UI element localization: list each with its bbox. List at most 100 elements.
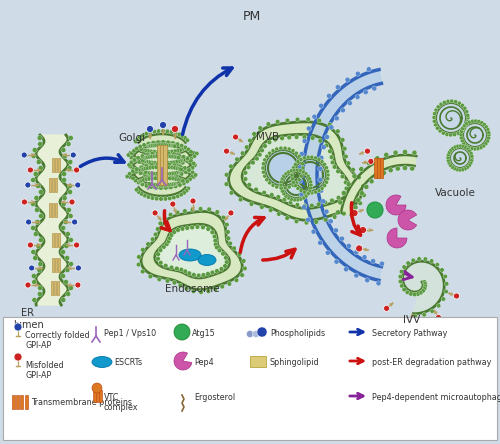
Polygon shape bbox=[130, 167, 194, 180]
Circle shape bbox=[192, 273, 196, 277]
Circle shape bbox=[262, 174, 266, 178]
Circle shape bbox=[156, 252, 160, 257]
Circle shape bbox=[174, 184, 178, 189]
Circle shape bbox=[332, 165, 337, 169]
Circle shape bbox=[144, 184, 148, 188]
Circle shape bbox=[142, 194, 147, 198]
Circle shape bbox=[408, 292, 413, 296]
Circle shape bbox=[132, 158, 137, 162]
Circle shape bbox=[243, 177, 248, 181]
Circle shape bbox=[170, 174, 174, 178]
Circle shape bbox=[400, 284, 404, 288]
Circle shape bbox=[180, 172, 184, 176]
Text: MVB: MVB bbox=[256, 132, 280, 142]
Circle shape bbox=[182, 166, 187, 170]
Circle shape bbox=[287, 147, 291, 151]
Circle shape bbox=[452, 166, 456, 170]
Circle shape bbox=[157, 277, 162, 281]
Bar bbox=[55, 178, 57, 192]
Circle shape bbox=[141, 159, 145, 163]
Circle shape bbox=[312, 114, 317, 119]
Circle shape bbox=[150, 196, 154, 200]
Bar bbox=[58, 158, 60, 172]
Bar bbox=[52, 233, 54, 247]
Circle shape bbox=[192, 161, 196, 166]
Circle shape bbox=[280, 189, 284, 193]
Circle shape bbox=[132, 149, 136, 153]
Circle shape bbox=[432, 115, 436, 119]
Circle shape bbox=[326, 173, 330, 177]
Circle shape bbox=[136, 190, 141, 194]
Circle shape bbox=[276, 212, 281, 216]
Polygon shape bbox=[134, 145, 190, 157]
Circle shape bbox=[159, 172, 164, 176]
Circle shape bbox=[177, 153, 181, 158]
Circle shape bbox=[323, 218, 328, 222]
Circle shape bbox=[152, 154, 156, 159]
Circle shape bbox=[179, 167, 183, 171]
Bar bbox=[58, 281, 59, 295]
Circle shape bbox=[321, 199, 326, 204]
Circle shape bbox=[164, 186, 168, 190]
Circle shape bbox=[260, 205, 264, 210]
Circle shape bbox=[172, 152, 176, 156]
Circle shape bbox=[351, 210, 358, 217]
Circle shape bbox=[156, 129, 161, 133]
Circle shape bbox=[166, 140, 170, 144]
Circle shape bbox=[143, 156, 148, 160]
Circle shape bbox=[451, 146, 455, 150]
Bar bbox=[55, 233, 57, 247]
Circle shape bbox=[171, 182, 175, 186]
Circle shape bbox=[334, 228, 338, 233]
Circle shape bbox=[190, 174, 194, 179]
Polygon shape bbox=[155, 224, 230, 278]
Circle shape bbox=[229, 190, 234, 195]
Circle shape bbox=[171, 155, 175, 159]
Polygon shape bbox=[265, 150, 301, 186]
Circle shape bbox=[361, 184, 366, 188]
Circle shape bbox=[155, 182, 160, 187]
Circle shape bbox=[364, 148, 370, 154]
Circle shape bbox=[282, 192, 286, 196]
Circle shape bbox=[182, 181, 186, 186]
Polygon shape bbox=[438, 105, 464, 131]
Circle shape bbox=[301, 166, 305, 170]
Text: Atg15: Atg15 bbox=[192, 329, 216, 338]
Circle shape bbox=[152, 163, 157, 168]
Text: Correctly folded
GPI-AP: Correctly folded GPI-AP bbox=[25, 331, 90, 350]
Circle shape bbox=[480, 121, 484, 125]
Circle shape bbox=[62, 171, 66, 177]
Circle shape bbox=[92, 383, 102, 393]
Circle shape bbox=[180, 161, 185, 165]
Bar bbox=[55, 158, 57, 172]
Wedge shape bbox=[398, 210, 416, 230]
Circle shape bbox=[150, 237, 155, 242]
Circle shape bbox=[182, 147, 186, 151]
Circle shape bbox=[466, 116, 470, 120]
Circle shape bbox=[165, 172, 169, 176]
Circle shape bbox=[466, 166, 469, 170]
Circle shape bbox=[466, 113, 470, 117]
Circle shape bbox=[249, 202, 254, 206]
Circle shape bbox=[265, 178, 269, 182]
Circle shape bbox=[252, 330, 260, 337]
Circle shape bbox=[30, 226, 36, 230]
Circle shape bbox=[405, 290, 409, 294]
Circle shape bbox=[190, 166, 195, 170]
Circle shape bbox=[300, 174, 304, 178]
Bar bbox=[163, 145, 167, 185]
Bar bbox=[380, 158, 382, 178]
Text: VTC
complex: VTC complex bbox=[104, 393, 138, 412]
Circle shape bbox=[146, 141, 150, 146]
Bar bbox=[376, 158, 380, 178]
Circle shape bbox=[164, 174, 168, 179]
Circle shape bbox=[262, 190, 266, 195]
Circle shape bbox=[436, 105, 440, 109]
Circle shape bbox=[142, 178, 146, 182]
Bar bbox=[25, 395, 28, 409]
Circle shape bbox=[186, 147, 190, 152]
Circle shape bbox=[68, 159, 73, 164]
Circle shape bbox=[317, 158, 321, 162]
Circle shape bbox=[158, 164, 163, 168]
Circle shape bbox=[76, 265, 82, 271]
